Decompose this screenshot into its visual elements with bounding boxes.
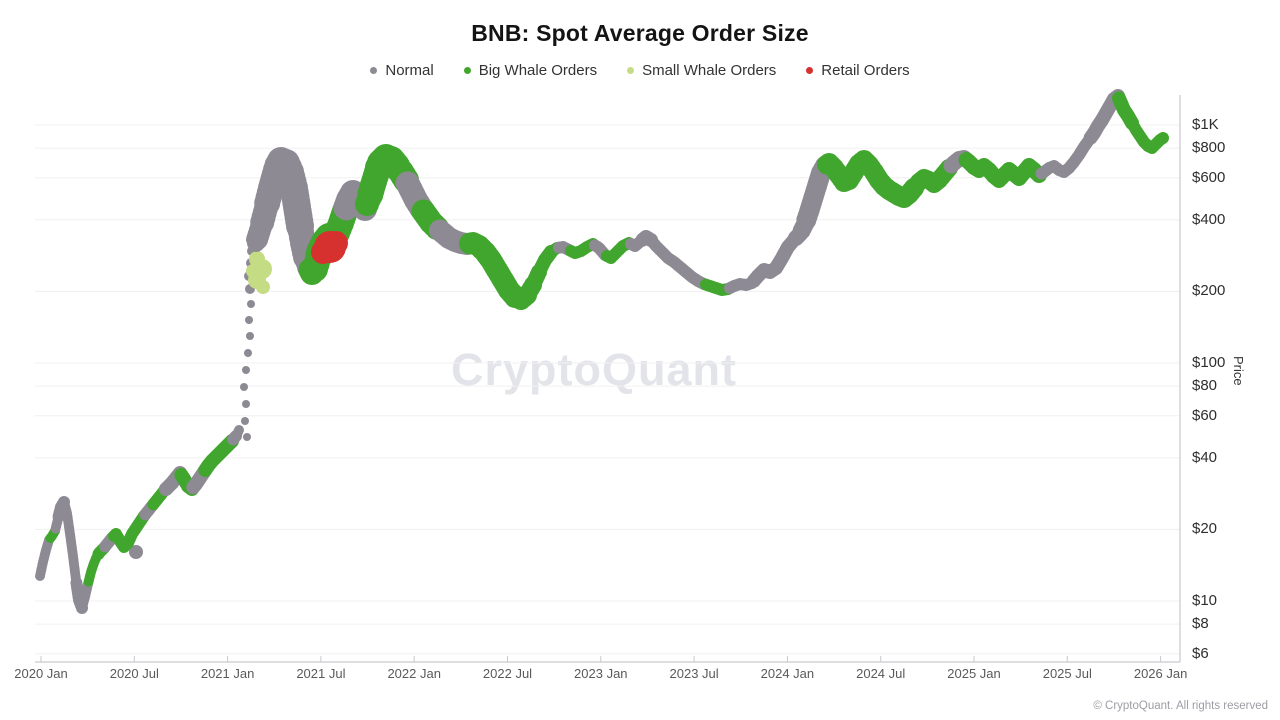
x-tick-label: 2023 Jul [669,666,719,681]
data-point [242,400,250,408]
copyright-text: © CryptoQuant. All rights reserved [1093,700,1268,712]
legend-marker-normal-icon [370,67,378,74]
x-tick-label: 2025 Jan [947,666,1001,681]
legend-item-retail[interactable]: Retail Orders [806,62,910,79]
x-tick-label: 2020 Jul [109,666,159,681]
data-point [241,417,249,425]
legend-marker-big-whale-icon [463,67,471,74]
y-tick-label: $40 [1192,448,1218,466]
x-tick-label: 2025 Jul [1042,666,1092,681]
data-point [1157,132,1169,144]
x-tick-label: 2021 Jul [296,666,346,681]
data-point [246,264,260,278]
x-tick-label: 2023 Jan [574,666,628,681]
data-point [243,433,251,441]
x-tick-label: 2024 Jan [760,666,815,681]
data-point [240,383,248,391]
legend-marker-small-whale-icon [627,67,635,74]
y-tick-label: $800 [1192,139,1226,157]
y-tick-label: $6 [1192,644,1209,662]
legend-label-big-whale: Big Whale Orders [478,62,598,79]
x-tick-label: 2024 Jul [856,666,906,681]
legend-label-normal: Normal [385,62,434,79]
chart-title: BNB: Spot Average Order Size [471,20,809,46]
legend: Normal Big Whale Orders Small Whale Orde… [0,62,1280,79]
legend-label-retail: Retail Orders [821,62,910,79]
y-tick-label: $60 [1192,406,1218,424]
legend-item-big-whale[interactable]: Big Whale Orders [463,62,598,79]
x-tick-label: 2021 Jan [200,666,255,681]
data-point [245,316,253,324]
data-point [247,300,255,308]
x-tick-label: 2020 Jan [14,666,68,681]
y-tick-label: $400 [1192,210,1226,228]
legend-item-small-whale[interactable]: Small Whale Orders [627,62,776,79]
x-tick-label: 2022 Jul [482,666,533,681]
y-tick-label: $1K [1192,116,1219,133]
data-point [324,231,348,255]
data-point [246,332,254,340]
y-tick-label: $100 [1192,354,1226,371]
y-tick-label: $600 [1192,168,1226,186]
y-tick-label: $80 [1192,377,1218,395]
y-tick-label: $8 [1192,615,1209,633]
x-tick-label: 2022 Jan [387,666,441,681]
x-tick-label: 2026 Jan [1133,666,1188,681]
data-point [256,280,270,294]
legend-item-normal[interactable]: Normal [370,62,434,79]
y-tick-label: $20 [1192,520,1218,538]
y-tick-label: $10 [1192,592,1218,609]
y-axis-title: Price [1231,356,1246,386]
y-tick-label: $200 [1192,282,1226,300]
data-point [234,425,244,435]
legend-marker-retail-icon [806,67,814,74]
data-point [129,545,143,559]
data-point [242,366,250,374]
legend-label-small-whale: Small Whale Orders [642,62,777,79]
data-point [244,349,252,357]
